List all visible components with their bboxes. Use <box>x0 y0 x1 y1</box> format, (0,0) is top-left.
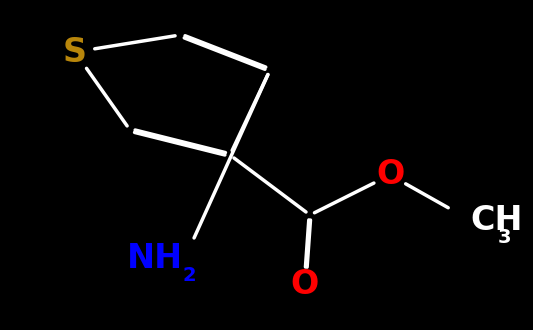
Text: NH: NH <box>127 242 183 275</box>
Text: 3: 3 <box>498 228 512 247</box>
Text: CH: CH <box>470 204 522 237</box>
Text: O: O <box>291 269 319 302</box>
Text: S: S <box>63 36 87 69</box>
Text: O: O <box>376 158 404 191</box>
Text: 2: 2 <box>183 266 197 285</box>
